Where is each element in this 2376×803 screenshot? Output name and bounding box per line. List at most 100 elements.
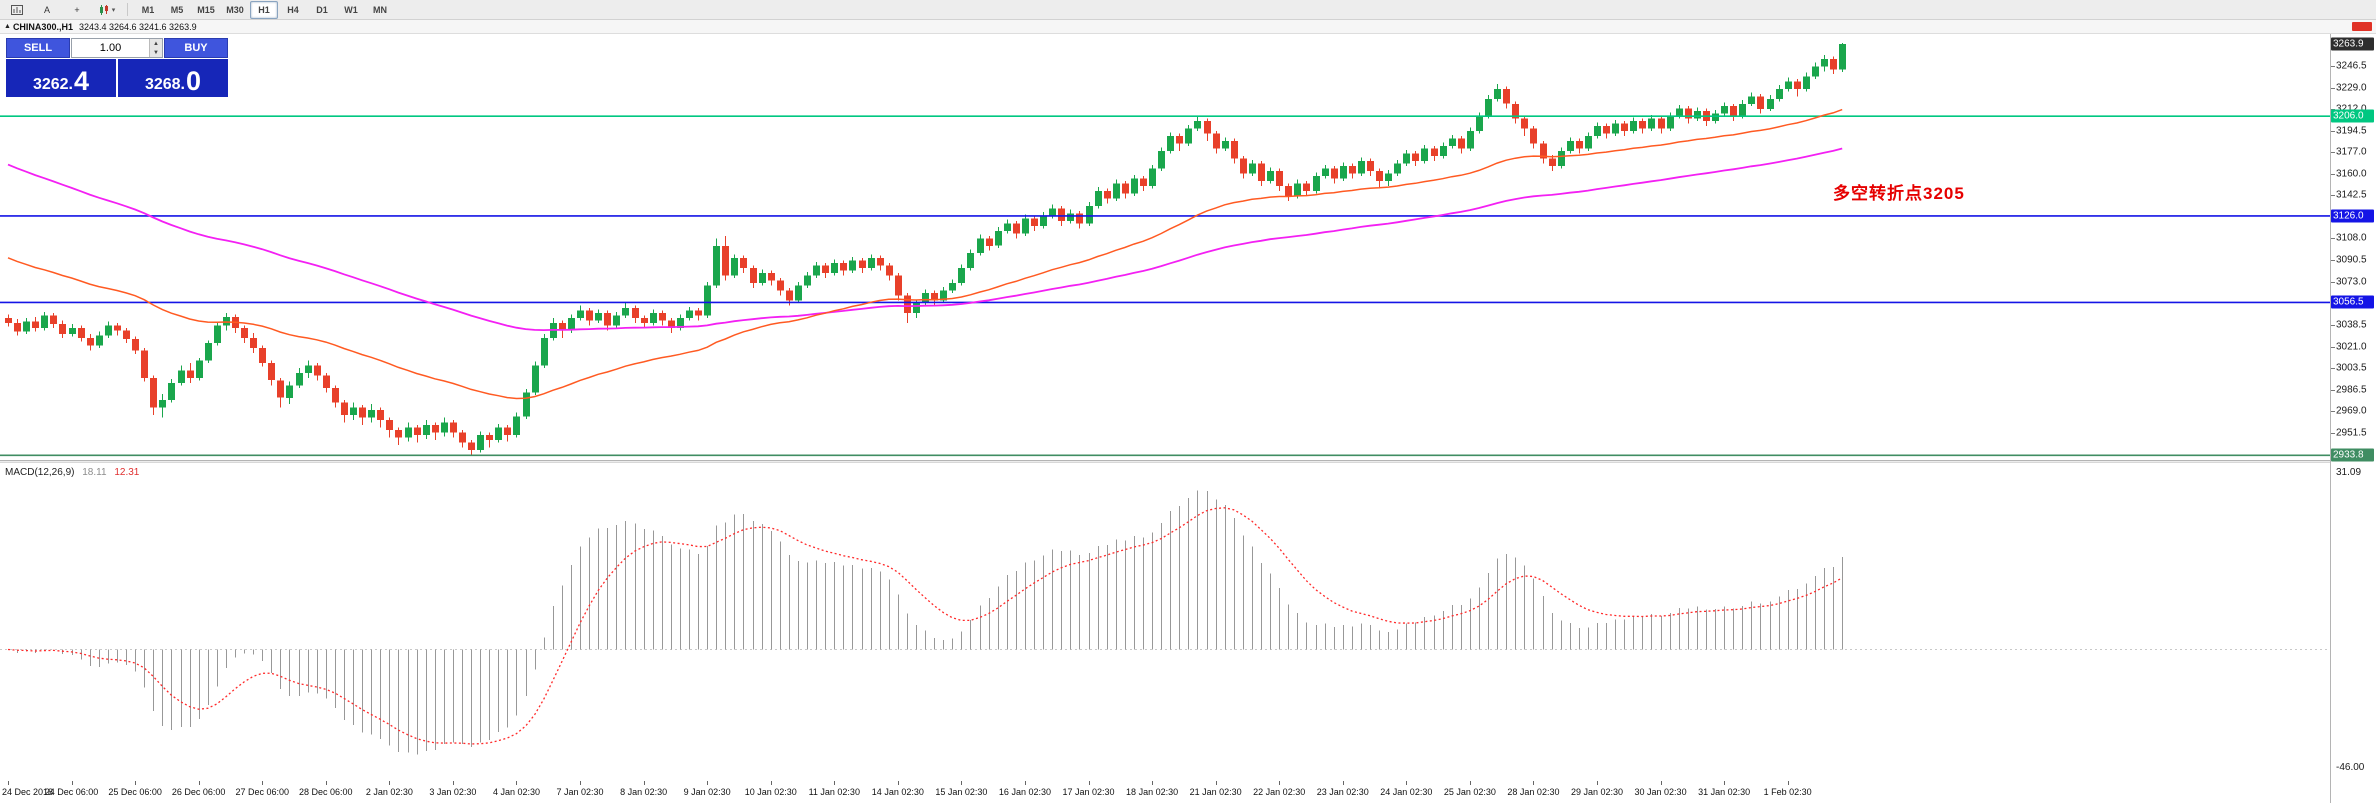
lot-increase-button[interactable]: ▲ [150,39,162,48]
candle-body [513,416,520,436]
candle-body [949,283,956,291]
candle-body [223,316,230,326]
candle-body [1785,81,1792,89]
lot-spinner: ▲ ▼ [149,39,162,57]
lot-size-field[interactable]: 1.00 ▲ ▼ [71,38,163,58]
time-axis-tick-mark [8,781,9,785]
candle-body [541,337,548,366]
timeframe-button-mn[interactable]: MN [373,4,387,15]
candle-body [368,410,375,418]
candle-body [468,442,475,451]
candle-body [1676,108,1683,117]
candle-body [1485,98,1492,117]
price-axis-tick-label: 3090.5 [2336,254,2367,266]
candle-body [1240,158,1247,174]
candle-body [341,402,348,416]
time-axis-label: 16 Jan 02:30 [998,787,1051,797]
crosshair-tool-button[interactable]: + [63,1,91,19]
candle-body [1476,116,1483,132]
time-axis-tick-mark [1215,781,1217,785]
candle-body [1285,186,1292,196]
current-price-label: 3263.9 [2331,37,2374,51]
candle-body [904,295,911,313]
buy-button[interactable]: BUY [164,38,228,58]
candle-body [41,315,48,328]
price-axis-tick-mark [2331,173,2335,175]
time-axis-tick-mark [643,781,645,785]
timeframe-button-m15[interactable]: M15 [197,4,215,15]
timeframe-button-h4[interactable]: H4 [287,4,299,15]
time-axis-label: 26 Dec 06:00 [171,787,226,797]
candle-body [150,377,157,408]
candle-body [1648,118,1655,129]
top-toolbar: A + ▾ M1 M5 M15 M30 H1 H4 D1 W1 MN [0,0,2376,20]
price-axis-tick-mark [2331,368,2335,370]
candle-body [1222,141,1229,149]
candle-body [849,260,856,271]
timeframe-button-m1[interactable]: M1 [141,4,155,15]
cursor-tool-button[interactable]: A [43,4,50,15]
candle-body [1549,158,1556,167]
candle-body [695,310,702,316]
candle-body [886,265,893,276]
candle-body [768,273,775,281]
buy-price-big-digit: 0 [186,66,202,97]
time-axis-label: 15 Jan 02:30 [935,787,988,797]
charts-menu-button[interactable] [3,1,31,19]
time-axis-label: 27 Dec 06:00 [235,787,290,797]
candle-body [922,293,929,304]
price-axis-tick-mark [2331,130,2335,132]
lot-size-value[interactable]: 1.00 [99,42,122,54]
pane-divider[interactable] [0,460,2376,463]
candle-body [613,315,620,326]
candle-body [1176,136,1183,144]
caret-down-icon: ▾ [111,6,116,14]
buy-price: 3268. [144,76,185,93]
price-axis-tick-mark [2331,65,2335,67]
chart-close-button[interactable] [2352,22,2372,31]
candle-body [132,339,139,351]
candle-body [1385,173,1392,181]
timeframe-button-d1[interactable]: D1 [316,4,328,15]
candle-body [377,410,384,421]
time-axis[interactable]: 24 Dec 2018 24 Dec 06:00 25 Dec 06:00 26 De… [0,781,2330,803]
time-axis-label: 29 Jan 02:30 [1570,787,1624,797]
time-axis-label: 18 Jan 02:30 [1126,787,1179,797]
price-axis[interactable]: 31.09 -46.00 3246.5 3229.0 3212.0 3194.5 317… [2330,34,2376,803]
candle-body [178,370,185,383]
sell-button[interactable]: SELL [6,38,70,58]
candle-body [895,275,902,296]
candle-body [1830,58,1837,70]
time-axis-label: 4 Jan 02:30 [492,787,540,797]
timeframe-button-w1[interactable]: W1 [344,4,358,15]
candle-body [296,372,303,386]
price-axis-tick-mark [2331,108,2335,110]
macd-signal-line [7,507,1843,745]
candle-body [967,253,974,269]
candle-body [1167,136,1174,151]
candle-body [214,325,221,343]
timeframe-button-m30[interactable]: M30 [226,4,244,15]
buy-price-panel[interactable]: 3268. 0 [118,59,228,97]
price-axis-tick-label: 3003.5 [2336,362,2367,374]
candle-body [1349,166,1356,174]
time-axis-tick-mark [1724,781,1726,785]
candle-body [96,335,103,346]
candle-body [477,435,484,450]
candle-body [305,365,312,373]
chart-annotation-text[interactable]: 多空转折点3205 [1833,184,1965,203]
candle-body [1322,168,1329,176]
timeframe-button-m5[interactable]: M5 [170,4,184,15]
lot-decrease-button[interactable]: ▼ [150,48,162,57]
time-axis-label: 1 Feb 02:30 [1763,787,1812,797]
candle-body [1639,121,1646,129]
candle-body [1803,76,1810,89]
timeframe-button-h1[interactable]: H1 [250,0,278,19]
price-axis-tick-mark [2331,433,2335,435]
candle-body [69,328,76,335]
candle-body [1748,96,1755,104]
sell-price-panel[interactable]: 3262. 4 [6,59,116,97]
time-axis-label: 28 Jan 02:30 [1507,787,1560,797]
candle-body [1122,183,1129,194]
chart-type-button[interactable]: ▾ [93,1,121,19]
